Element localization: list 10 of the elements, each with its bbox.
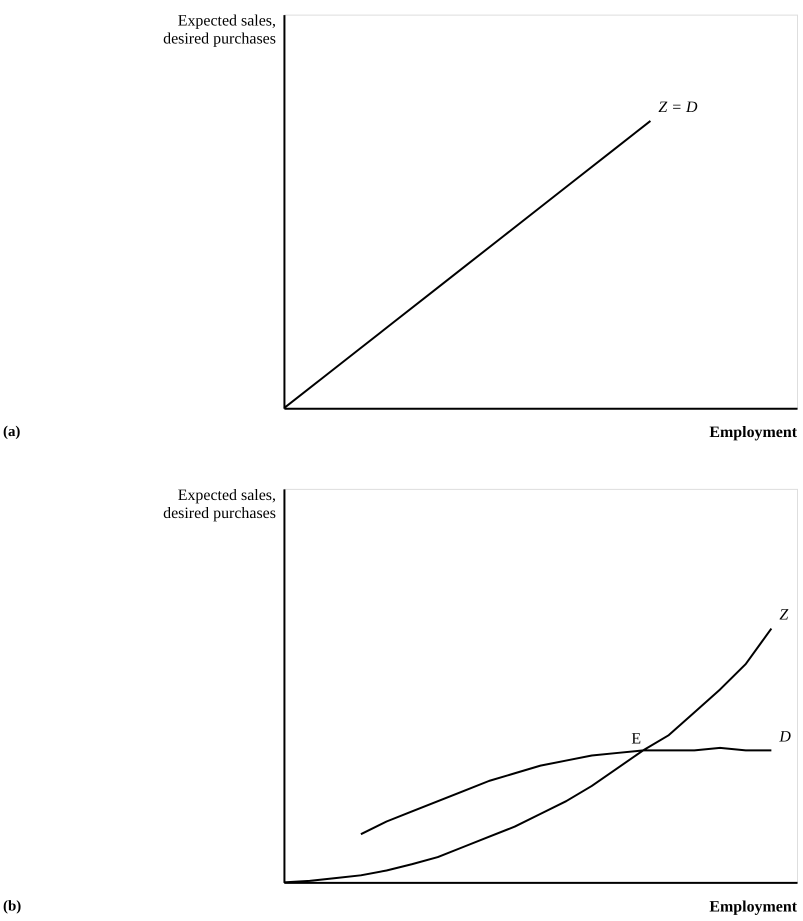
y-axis-title: Expected sales, desired purchases	[163, 12, 276, 48]
y-axis-title: Expected sales, desired purchases	[163, 486, 276, 522]
x-axis-title: Employment	[709, 898, 798, 916]
series-label: Z	[779, 606, 788, 624]
x-axis-title: Employment	[709, 424, 798, 442]
text: (b)	[2, 898, 22, 914]
annotation: E	[631, 730, 642, 748]
text: (a)	[2, 424, 20, 440]
series-label: D	[778, 728, 792, 746]
series-label: Z = D	[658, 98, 698, 116]
